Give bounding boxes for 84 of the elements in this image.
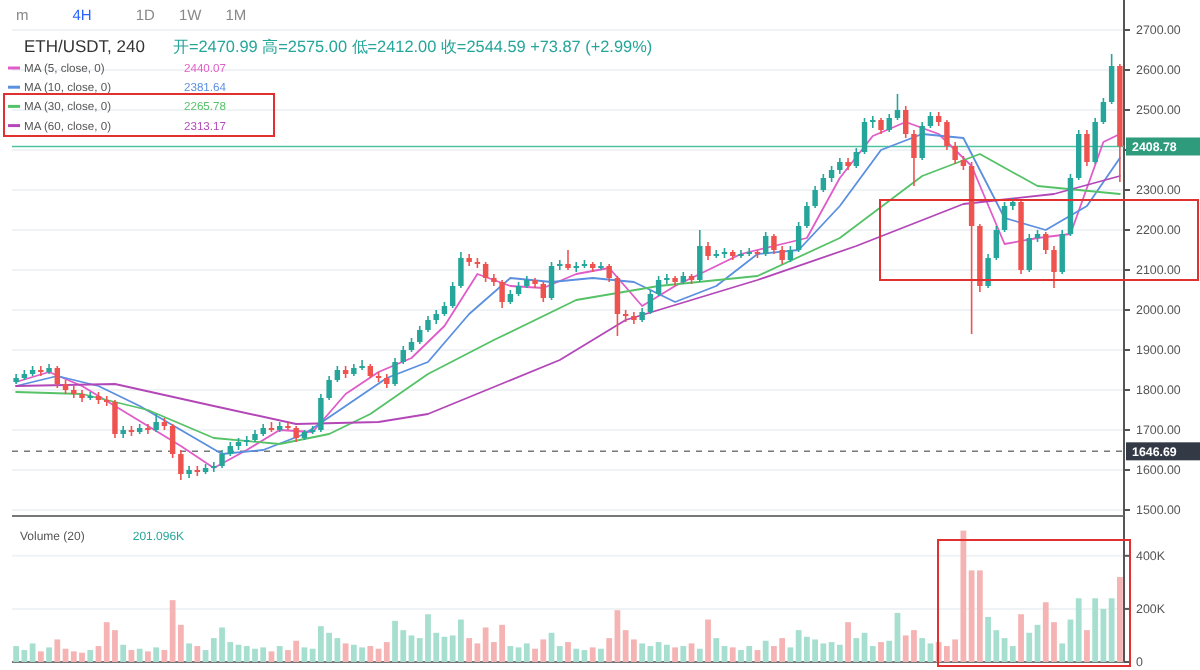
bar <box>383 642 390 662</box>
bar <box>663 644 670 662</box>
bar <box>37 651 44 662</box>
bar <box>293 640 300 662</box>
bar <box>87 650 94 662</box>
bar <box>738 650 744 662</box>
bar <box>219 627 225 662</box>
bar <box>523 643 530 662</box>
bar <box>194 646 201 662</box>
bar <box>911 630 917 662</box>
bar <box>318 626 324 662</box>
bar <box>944 646 950 662</box>
bar <box>334 638 341 662</box>
bar <box>803 636 810 662</box>
bar <box>103 622 110 662</box>
bar <box>1117 577 1123 662</box>
bar <box>70 651 77 662</box>
bar <box>696 648 703 662</box>
bar <box>771 646 777 662</box>
bar <box>243 646 250 662</box>
bar <box>153 647 160 662</box>
bar <box>260 647 267 662</box>
bar <box>1009 646 1016 662</box>
bar <box>359 647 365 662</box>
bar <box>392 620 398 662</box>
bar <box>145 651 151 662</box>
bar <box>639 643 646 662</box>
bar <box>276 646 283 662</box>
bar <box>482 627 489 662</box>
bar <box>1075 598 1082 662</box>
bar <box>589 647 596 662</box>
bar <box>746 646 753 662</box>
bar <box>729 647 736 662</box>
bar <box>1108 598 1115 662</box>
bar <box>120 644 127 662</box>
bar <box>795 630 802 662</box>
bar <box>713 638 720 662</box>
bar <box>186 643 192 662</box>
text: 开=2470.99 高=2575.00 低=2412.00 收=2544.59 +73.87 (+2.99%) <box>172 38 653 56</box>
bar <box>350 644 357 662</box>
text: ETH/USDT, 240 <box>24 36 146 56</box>
bar <box>21 650 28 662</box>
bar <box>112 630 118 662</box>
bar <box>13 646 19 662</box>
bar <box>919 638 926 662</box>
bar <box>46 647 52 662</box>
bar <box>779 638 786 662</box>
bar <box>976 570 983 662</box>
bar <box>1026 632 1033 662</box>
bar <box>367 646 374 662</box>
bar <box>960 530 967 662</box>
bar <box>762 640 769 662</box>
bar <box>540 639 547 662</box>
bar <box>836 644 843 662</box>
bar <box>169 600 176 662</box>
bar <box>268 651 275 662</box>
bar <box>565 642 571 662</box>
bar <box>326 632 333 662</box>
bar <box>499 624 505 662</box>
bar <box>845 622 851 662</box>
bar <box>853 638 860 662</box>
bar <box>573 648 580 662</box>
bar <box>598 648 604 662</box>
bar <box>425 614 431 662</box>
bar <box>878 642 884 662</box>
bar <box>672 647 678 662</box>
bar <box>647 646 654 662</box>
bar <box>985 616 991 662</box>
bar <box>252 648 258 662</box>
bar <box>458 619 464 662</box>
bar <box>820 643 827 662</box>
bar <box>902 635 909 662</box>
bar <box>507 646 514 662</box>
bar <box>680 646 687 662</box>
bar <box>1092 598 1099 662</box>
bar <box>1042 602 1049 662</box>
bar <box>812 639 818 662</box>
bar <box>136 648 143 662</box>
bar <box>1084 630 1090 662</box>
bar <box>54 639 61 662</box>
bar <box>79 652 85 662</box>
bar <box>466 638 473 662</box>
bar <box>1018 614 1024 662</box>
bar <box>705 619 711 662</box>
